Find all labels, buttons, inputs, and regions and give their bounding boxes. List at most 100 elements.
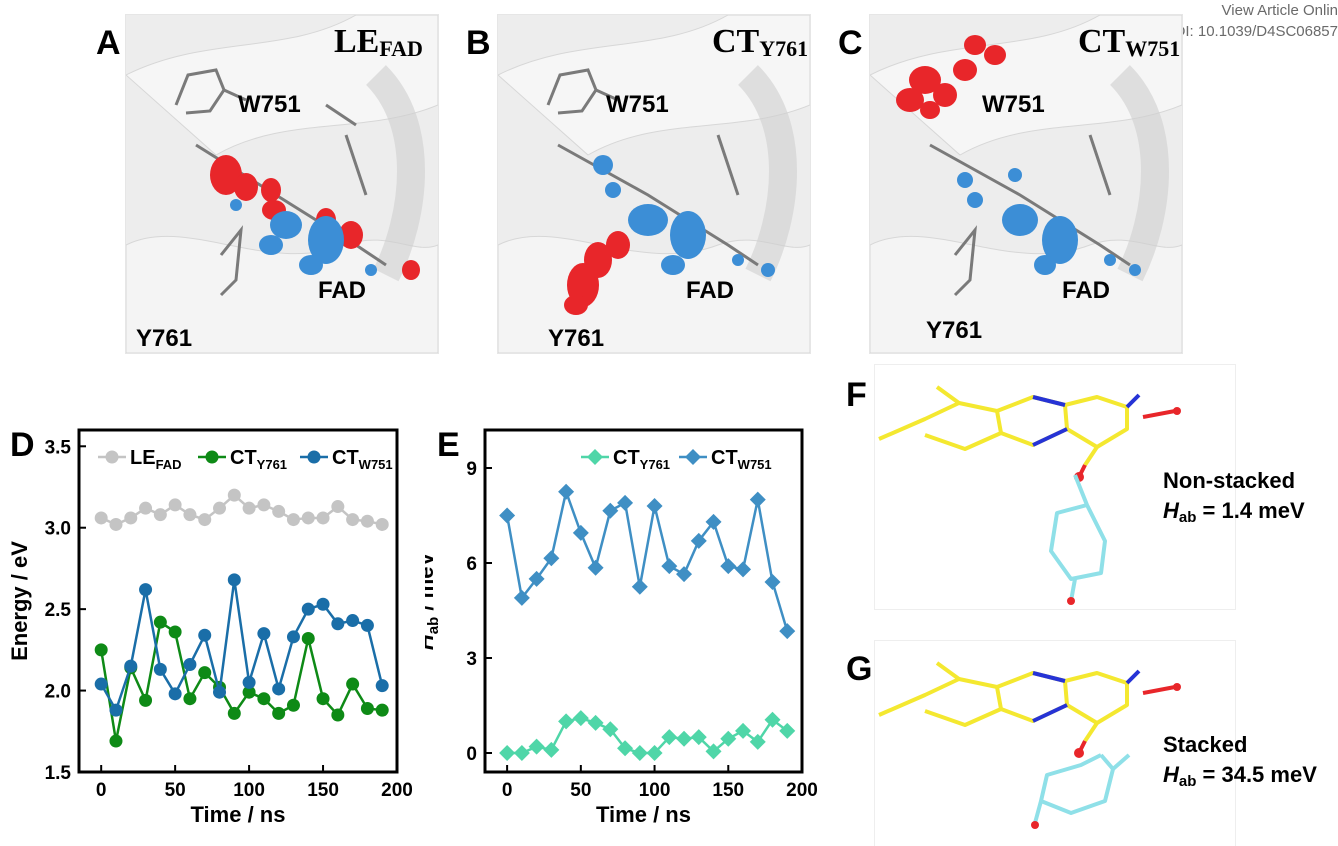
data-point — [316, 597, 330, 611]
residue-label-fad: FAD — [686, 277, 734, 304]
data-point — [94, 511, 108, 525]
state-label-a: LEFAD — [334, 23, 423, 61]
series-line — [100, 579, 384, 714]
view-article-link[interactable]: View Article Onlin — [1221, 2, 1338, 19]
data-point — [690, 729, 707, 746]
data-point — [139, 501, 153, 515]
legend-marker — [307, 450, 321, 464]
data-point — [572, 524, 589, 541]
data-point — [331, 500, 345, 514]
data-point — [646, 498, 663, 514]
legend-label: CTW751 — [711, 447, 772, 472]
data-point — [543, 550, 560, 567]
panel-f-molecule — [878, 385, 1181, 605]
legend-label: CTY761 — [230, 447, 287, 472]
data-point — [139, 583, 153, 597]
x-axis-label: Time / ns — [191, 802, 286, 827]
y-axis-label: Hab / meV — [425, 552, 442, 651]
data-point — [316, 692, 330, 706]
g-coupling: Hab = 34.5 meV — [1163, 762, 1317, 790]
panel-letter-b: B — [466, 24, 491, 62]
data-point — [558, 483, 575, 500]
data-point — [587, 559, 604, 576]
doi-text: DOI: 10.1039/D4SC06857 — [1162, 23, 1338, 40]
residue-label-fad: FAD — [1062, 277, 1110, 304]
data-point — [558, 713, 575, 730]
data-point — [109, 703, 123, 717]
data-point — [183, 692, 197, 706]
data-point — [360, 514, 374, 528]
data-point — [213, 685, 227, 699]
data-point — [213, 501, 227, 515]
y-axis-label: Energy / eV — [7, 541, 32, 661]
data-point — [617, 740, 634, 757]
data-point — [661, 558, 678, 575]
data-point — [286, 630, 300, 644]
data-point — [661, 729, 678, 746]
data-point — [139, 693, 153, 707]
chart-e-coupling: 0 50 100 150 200 0 3 6 9 Time / ns Hab / meV CTY761… — [425, 428, 818, 827]
data-point — [198, 666, 212, 680]
data-point — [168, 687, 182, 701]
data-point — [94, 643, 108, 657]
data-point — [272, 682, 286, 696]
data-point — [153, 662, 167, 676]
residue-label-y761: Y761 — [548, 325, 605, 352]
data-point — [109, 734, 123, 748]
data-point — [257, 692, 271, 706]
residue-label-y761: Y761 — [136, 325, 193, 352]
panel-letter-c: C — [838, 24, 863, 62]
x-tick-label: 50 — [165, 780, 186, 801]
data-point — [257, 627, 271, 641]
x-tick-label: 0 — [96, 780, 107, 801]
x-tick-label: 200 — [381, 780, 413, 801]
data-point — [631, 745, 648, 761]
data-point — [109, 517, 123, 531]
data-point — [183, 508, 197, 522]
data-point — [720, 730, 737, 747]
data-point — [272, 504, 286, 518]
data-point — [617, 494, 634, 511]
data-point — [346, 614, 360, 628]
legend-marker — [105, 450, 119, 464]
y-tick-label: 6 — [466, 554, 477, 575]
data-point — [513, 589, 530, 606]
data-point — [316, 511, 330, 525]
panel-c-structure: CTW751 W751 FAD Y761 — [869, 14, 1183, 354]
data-point — [286, 513, 300, 527]
x-tick-label: 100 — [639, 780, 671, 801]
residue-label-y761: Y761 — [926, 317, 983, 344]
journal-note: View Article Onlin DOI: 10.1039/D4SC0685… — [1163, 0, 1338, 42]
x-tick-label: 0 — [502, 780, 513, 801]
state-label-c: CTW751 — [1078, 23, 1181, 61]
data-point — [705, 743, 722, 760]
data-point — [183, 658, 197, 672]
data-point — [168, 625, 182, 639]
data-point — [779, 623, 796, 640]
y-tick-label: 2.5 — [45, 600, 72, 621]
plot-frame — [77, 428, 399, 774]
data-point — [528, 570, 545, 587]
panel-letter-g[interactable]: G — [846, 650, 873, 688]
panel-f-structure — [874, 364, 1236, 610]
y-tick-label: 3.5 — [45, 437, 72, 458]
data-point — [301, 602, 315, 616]
legend-label: LEFAD — [130, 447, 182, 472]
data-point — [646, 745, 663, 761]
panel-letter-f[interactable]: F — [846, 376, 867, 414]
x-tick-label: 150 — [307, 780, 339, 801]
data-point — [528, 738, 545, 755]
data-point — [198, 628, 212, 642]
plot-frame — [483, 428, 804, 774]
data-point — [301, 631, 315, 645]
data-point — [375, 703, 389, 717]
legend-label: CTY761 — [613, 447, 670, 472]
panel-b-render — [498, 15, 810, 353]
residue-label-fad: FAD — [318, 277, 366, 304]
data-point — [764, 574, 781, 590]
data-point — [168, 498, 182, 512]
data-point — [301, 511, 315, 525]
panel-a-structure: LEFAD W751 FAD Y761 — [125, 14, 439, 354]
data-point — [572, 710, 589, 727]
residue-label-w751: W751 — [238, 91, 301, 118]
